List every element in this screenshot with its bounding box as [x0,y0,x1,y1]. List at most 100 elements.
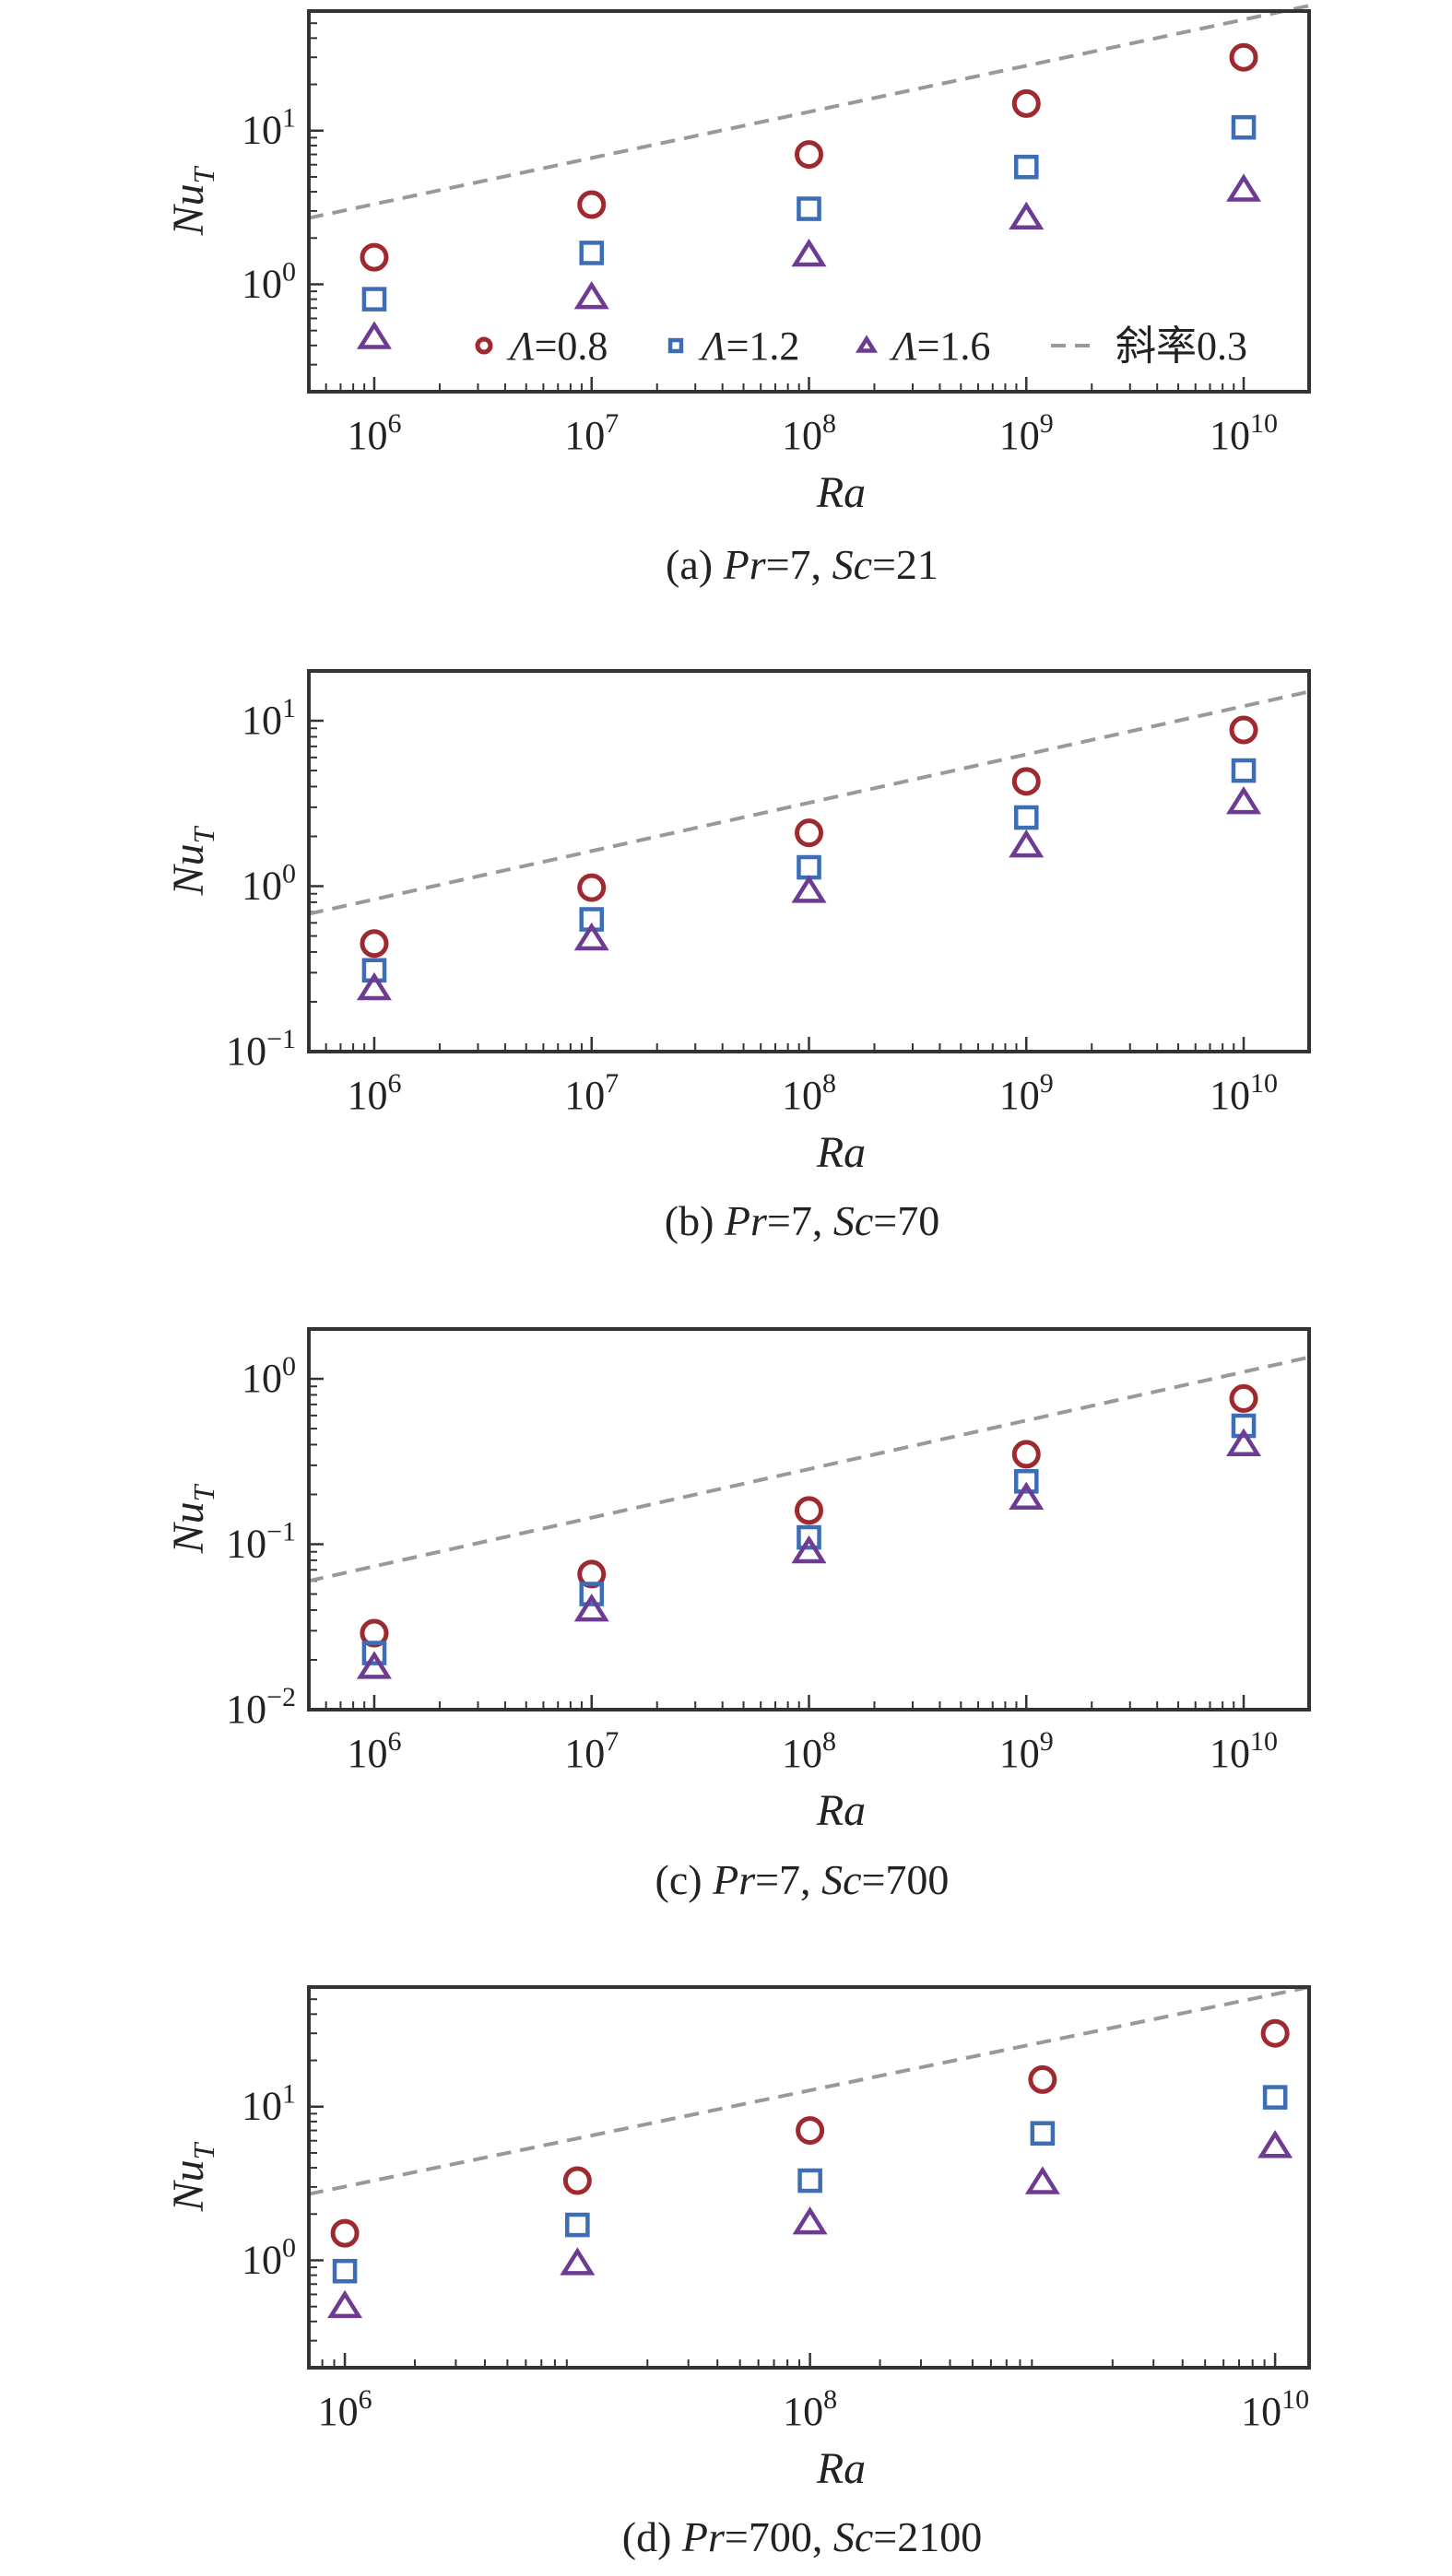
point-square [797,196,821,221]
y-axis-label: NuT [164,825,220,896]
point-circle [360,929,389,959]
point-circle [577,873,607,902]
x-axis-label: Ra [816,468,866,517]
plot-frame [307,669,1311,1053]
y-tick-label: 10−2 [226,1682,296,1732]
reference-slope-line [308,1985,1310,2196]
y-axis-label: NuT [164,165,220,236]
point-circle [360,1618,389,1648]
point-circle [795,818,823,848]
reference-slope-line [308,689,1310,916]
x-tick-label: 106 [347,1726,401,1776]
point-circle [1011,767,1041,796]
panel-d: 106 108 1010 100 101 Ra NuT (d) Pr=700, Sc=2100 [164,1985,1311,2560]
y-tick-label: 100 [242,1351,296,1401]
y-tick-label: 101 [242,2079,296,2129]
panel-caption: (d) Pr=700, Sc=2100 [622,2513,982,2560]
legend-entry: Λ=1.6 [855,323,990,369]
point-circle [1229,1383,1258,1413]
point-triangle [560,2247,596,2276]
point-circle [796,2116,825,2146]
y-tick-label: 101 [242,103,296,153]
point-square [1030,2121,1056,2147]
y-axis-label: NuT [164,2141,220,2212]
point-square [1262,2085,1288,2110]
legend-swatch-triangle [855,335,879,353]
plot-frame [307,1985,1311,2370]
point-circle [795,140,823,170]
plot-frame [307,9,1311,394]
point-square [797,2168,822,2194]
point-triangle [791,1535,827,1564]
panel-caption: (c) Pr=7, Sc=700 [655,1856,950,1903]
x-tick-label: 1010 [1241,2384,1309,2434]
y-tick-label: 100 [242,256,296,306]
x-tick-label: 107 [564,1068,619,1118]
point-square [1231,1413,1257,1439]
legend-swatch-circle [475,336,493,355]
point-triangle [573,922,609,951]
point-circle [360,242,389,272]
point-square [579,241,605,265]
legend-label: Λ=0.8 [506,323,608,369]
point-triangle [1257,2130,1293,2158]
point-triangle [791,238,827,267]
point-triangle [1226,785,1262,815]
x-axis-label: Ra [816,1128,866,1177]
plot-frame [307,1327,1311,1711]
y-tick-label: 10−1 [226,1024,296,1074]
point-square [332,2258,358,2284]
x-tick-label: 108 [782,408,836,458]
point-circle [1260,2018,1290,2048]
legend-label: Λ=1.2 [698,323,799,369]
point-circle [1229,715,1258,745]
point-circle [562,2166,592,2195]
point-triangle [1009,201,1045,230]
point-square [361,287,387,312]
point-circle [1011,88,1041,118]
point-triangle [356,321,392,349]
panel-c: 106 107 108 109 1010 10−2 10−1 100 Ra NuT (c) Pr=7… [164,1327,1311,1903]
point-circle [1229,42,1258,72]
point-square [361,958,387,983]
x-tick-label: 106 [347,408,401,458]
panel-b: 106 107 108 109 1010 10−1 100 101 Ra NuT (b) Pr=7,… [164,669,1311,1244]
point-circle [1011,1440,1041,1469]
legend-entry: Λ=0.8 [475,323,608,369]
point-square [1013,1468,1039,1494]
point-square [797,854,821,880]
legend-entry: 斜率0.3 [1051,323,1247,369]
y-tick-label: 101 [242,693,296,743]
point-square [1013,805,1039,830]
point-triangle [356,971,392,1001]
x-tick-label: 107 [564,1726,619,1776]
point-triangle [1024,2166,1060,2194]
point-triangle [1226,1428,1262,1456]
point-square [361,1641,387,1665]
reference-slope-line [308,4,1310,220]
panel-a: 106 107 108 109 1010 100 101 Λ=0.8 Λ=1.2 Λ=1.6 斜率0… [164,4,1311,588]
point-triangle [327,2289,363,2319]
point-square [1231,114,1257,140]
point-circle [795,1496,823,1525]
point-triangle [1226,173,1262,202]
point-triangle [792,2206,828,2235]
x-tick-label: 108 [782,1726,836,1776]
point-triangle [573,280,609,310]
x-tick-label: 106 [347,1068,401,1118]
legend-entry: Λ=1.2 [667,323,799,369]
y-tick-label: 100 [242,2232,296,2282]
reference-slope-line [308,1355,1310,1583]
x-tick-label: 1010 [1210,408,1278,458]
panel-caption: (b) Pr=7, Sc=70 [665,1197,939,1244]
legend: Λ=0.8 Λ=1.2 Λ=1.6 斜率0.3 [475,323,1247,369]
y-axis-label: NuT [164,1483,220,1554]
point-square [1013,154,1039,180]
point-triangle [791,875,827,903]
x-tick-label: 109 [999,1726,1054,1776]
y-tick-label: 10−1 [226,1517,296,1567]
x-tick-label: 109 [999,408,1054,458]
legend-label: 斜率0.3 [1116,323,1247,369]
x-axis-label: Ra [816,1786,866,1835]
